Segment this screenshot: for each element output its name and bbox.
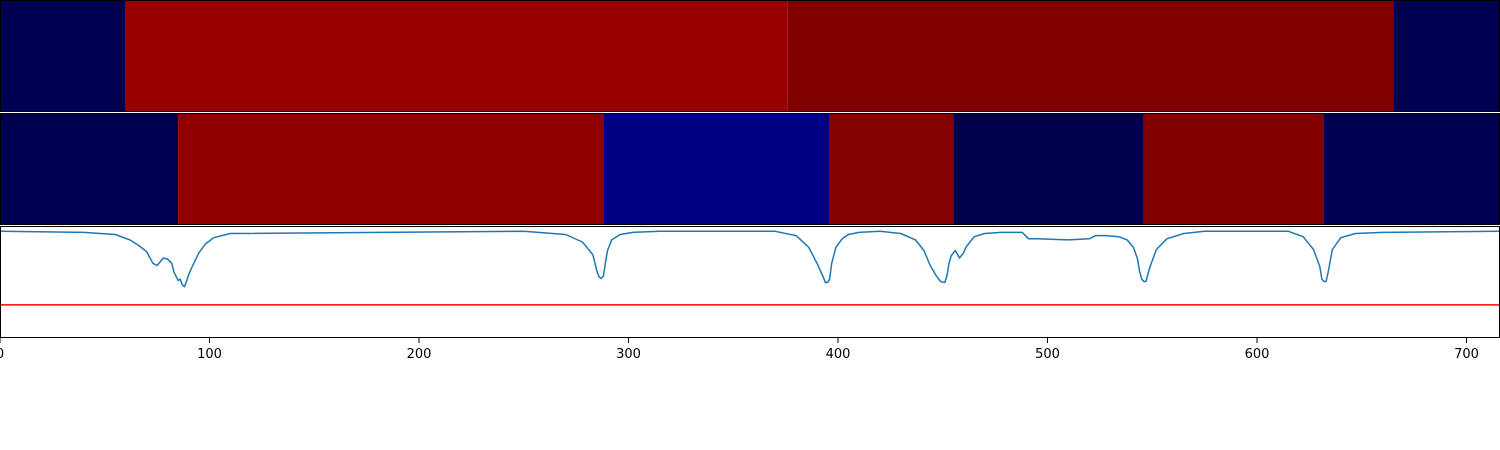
x-tick-label: 500 — [1035, 347, 1060, 362]
signal-panel — [0, 230, 1500, 306]
signal-axes-frame — [0, 226, 1500, 338]
x-axis: 0 100 200 300 400 500 600 700 — [0, 338, 1479, 362]
x-tick-label: 400 — [826, 347, 851, 362]
top-band-segment — [125, 0, 788, 112]
middle-band-segment — [178, 113, 604, 225]
top-band-panel — [0, 0, 1500, 112]
top-band-segment — [787, 0, 1394, 112]
middle-band-panel — [0, 113, 1500, 225]
middle-band-segment — [1324, 113, 1500, 225]
x-tick-label: 200 — [407, 347, 432, 362]
x-tick-label: 600 — [1245, 347, 1270, 362]
middle-band-segment — [603, 113, 830, 225]
middle-band-segment — [0, 113, 179, 225]
x-tick-label: 0 — [0, 347, 4, 362]
top-band-segment — [0, 0, 126, 112]
signal-series-line — [0, 230, 1500, 288]
middle-band-segment — [1143, 113, 1325, 225]
top-band-segment — [1393, 0, 1500, 112]
x-tick-label: 300 — [616, 347, 641, 362]
middle-band-segment — [829, 113, 954, 225]
x-tick-label: 700 — [1454, 347, 1479, 362]
x-tick-label: 100 — [197, 347, 222, 362]
middle-band-segment — [953, 113, 1144, 225]
